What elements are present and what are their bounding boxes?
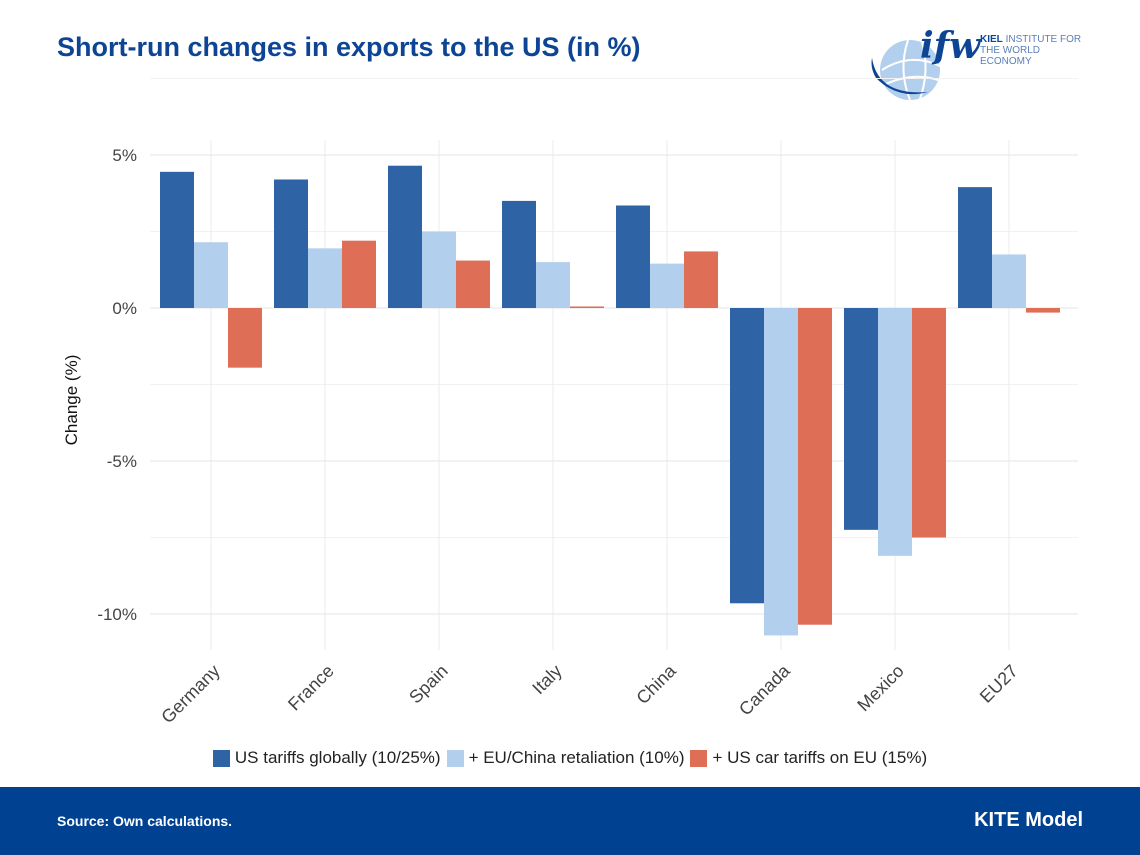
bar-france-series3 [342,240,376,308]
bar-mexico-series2 [878,308,912,556]
bar-chart: 5% 0% -5% -10% Change (%) Germany France Spain I… [62,78,1078,727]
bar-eu27-series2 [992,254,1026,308]
bar-china-series3 [684,251,718,308]
bar-canada-series1 [730,308,764,604]
bar-spain-series2 [422,231,456,308]
bar-canada-series2 [764,308,798,636]
bar-eu27-series3 [1026,308,1060,313]
bar-italy-series3 [570,306,604,308]
legend-item-series2: + EU/China retaliation (10%) [446,748,685,768]
bar-mexico-series1 [844,308,878,530]
logo-name-bold: KIEL [980,34,1003,45]
x-tick-label: Germany [157,661,223,727]
x-tick-label: China [632,660,680,708]
legend-label: + EU/China retaliation (10%) [468,748,685,767]
x-tick-label: Spain [405,661,452,708]
page-title: Short-run changes in exports to the US (… [57,32,641,62]
logo-mark: ifw [920,25,981,67]
x-tick-label: Canada [735,660,794,719]
y-tick-label: -5% [107,452,137,471]
bar-canada-series3 [798,308,832,625]
bar-china-series2 [650,263,684,308]
legend-label: + US car tariffs on EU (15%) [712,748,928,767]
y-tick-label: 5% [112,146,137,165]
bar-spain-series3 [456,260,490,308]
legend-item-series3: + US car tariffs on EU (15%) [690,748,927,768]
bar-germany-series2 [194,242,228,308]
x-tick-label: EU27 [976,661,1022,707]
x-tick-label: Mexico [853,661,907,715]
y-tick-label: 0% [112,299,137,318]
footer-bar: Source: Own calculations. KITE Model [0,787,1140,855]
chart-legend: US tariffs globally (10/25%) + EU/China … [0,748,1140,768]
bar-spain-series1 [388,165,422,308]
bar-china-series1 [616,205,650,308]
bar-germany-series1 [160,171,194,308]
footer-model: KITE Model [974,809,1083,831]
bar-italy-series1 [502,200,536,308]
globe-icon [871,39,941,101]
bar-italy-series2 [536,262,570,308]
legend-label: US tariffs globally (10/25%) [234,748,441,767]
bar-mexico-series3 [912,308,946,538]
bar-france-series2 [308,248,342,308]
legend-swatch [690,749,708,767]
y-tick-label: -10% [97,605,137,624]
legend-swatch [446,749,464,767]
bar-france-series1 [274,179,308,308]
x-tick-label: France [284,661,338,715]
logo-name-line2: THE WORLD ECONOMY [980,45,1040,67]
legend-item-series1: US tariffs globally (10/25%) [212,748,441,768]
footer-source: Source: Own calculations. [57,813,233,829]
logo-name-rest: INSTITUTE FOR [1005,34,1082,45]
x-tick-label: Italy [528,661,565,698]
bar-germany-series3 [228,308,262,368]
ifw-logo: ifw KIEL INSTITUTE FOR THE WORLD ECONOMY [868,22,1088,106]
logo-text: KIEL INSTITUTE FOR THE WORLD ECONOMY [980,34,1088,67]
legend-swatch [212,749,230,767]
bar-eu27-series1 [958,187,992,308]
y-axis-label: Change (%) [62,355,81,446]
